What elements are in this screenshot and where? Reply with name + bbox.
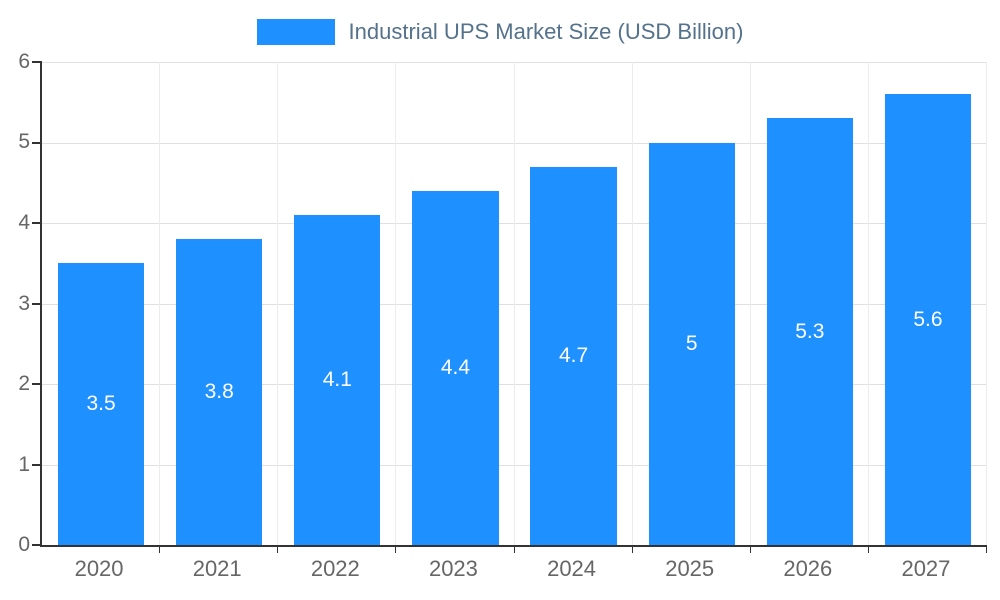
y-axis-tick-label: 0: [18, 533, 30, 556]
y-axis-tick: [32, 61, 42, 63]
y-axis-tick: [32, 463, 42, 466]
gridline-horizontal: [42, 142, 987, 144]
bar-value-label: 4.7: [558, 343, 589, 367]
bar: 5: [648, 142, 735, 545]
bar-value-label: 4.4: [440, 355, 471, 379]
x-axis-tick-label: 2024: [547, 556, 597, 581]
bar-slot: 5.6: [869, 62, 987, 545]
bar: 5.3: [766, 118, 853, 545]
bar-value-label: 4.1: [322, 367, 352, 391]
gridline-horizontal: [42, 303, 987, 305]
bar-value-label: 5.6: [913, 307, 943, 331]
y-axis-tick-label: 1: [18, 452, 30, 476]
y-axis-tick-label: 3: [18, 291, 30, 315]
gridline-horizontal: [42, 464, 987, 466]
x-axis-labels: 2020 2021 2022 2023 2024 2025 2026 2027: [40, 552, 985, 586]
plot-area: 3.5 3.8 4.1 4.4 4.7 5 5.3 5.6: [32, 61, 987, 553]
bar-slot: 3.8: [160, 62, 278, 545]
x-axis-tick-label: 2027: [901, 556, 951, 581]
x-axis-tick: [159, 547, 161, 553]
x-axis-tick-label: 2022: [310, 556, 360, 581]
x-axis-tick: [631, 547, 633, 553]
bar: 4.1: [294, 214, 381, 545]
bar-value-label: 3.8: [204, 380, 234, 404]
bar-value-label: 3.5: [86, 392, 116, 416]
bar-value-label: 5: [685, 331, 698, 355]
y-axis-tick: [32, 302, 42, 305]
gridline-horizontal: [42, 384, 987, 386]
x-axis-tick: [395, 547, 397, 553]
gridline-vertical: [159, 62, 161, 545]
bar: 3.5: [57, 263, 145, 545]
bar-slot: 5.3: [751, 62, 869, 545]
bar-value-label: 5.3: [795, 319, 825, 343]
chart-legend: Industrial UPS Market Size (USD Billion): [0, 14, 1000, 50]
y-axis-tick: [32, 383, 42, 386]
gridline-vertical: [395, 62, 397, 545]
y-axis-tick: [32, 222, 42, 225]
gridline-vertical: [749, 62, 751, 545]
x-axis-tick: [277, 547, 279, 553]
y-axis-tick-label: 5: [18, 130, 30, 154]
bar-slot: 4.4: [396, 62, 514, 545]
bar: 4.4: [412, 190, 499, 545]
x-axis-tick: [513, 547, 515, 553]
y-axis-tick-label: 2: [18, 371, 30, 395]
y-axis-tick: [32, 141, 42, 144]
y-axis-labels: 0 1 2 3 4 5 6: [0, 50, 32, 556]
bar: 3.8: [176, 239, 263, 545]
legend-swatch-icon: [256, 19, 335, 45]
y-axis-tick-label: 6: [18, 50, 30, 73]
x-axis-tick: [749, 547, 751, 553]
x-axis-tick-label: 2023: [428, 556, 478, 581]
gridline-vertical: [631, 62, 633, 545]
legend-label: Industrial UPS Market Size (USD Billion): [348, 19, 744, 44]
gridline-vertical: [513, 62, 515, 545]
x-axis-tick: [867, 547, 869, 553]
bar-slot: 3.5: [42, 62, 160, 545]
gridline-vertical: [986, 62, 987, 545]
x-axis-tick-label: 2020: [74, 556, 124, 581]
bar: 4.7: [530, 166, 617, 545]
x-axis-tick: [986, 547, 987, 553]
x-axis-tick-label: 2026: [783, 556, 833, 581]
bar: 5.6: [884, 94, 972, 545]
bar-slot: 4.7: [515, 62, 633, 545]
legend-item[interactable]: Industrial UPS Market Size (USD Billion): [256, 19, 744, 45]
x-axis-tick-label: 2025: [665, 556, 715, 581]
gridline-vertical: [277, 62, 279, 545]
bar-slot: 4.1: [278, 62, 396, 545]
gridline-horizontal: [42, 62, 987, 63]
gridline-horizontal: [42, 223, 987, 225]
bar-slot: 5: [633, 62, 751, 545]
gridline-vertical: [867, 62, 869, 545]
x-axis-tick-label: 2021: [192, 556, 242, 581]
y-axis-tick-label: 4: [18, 210, 30, 234]
y-axis-tick: [32, 544, 42, 546]
